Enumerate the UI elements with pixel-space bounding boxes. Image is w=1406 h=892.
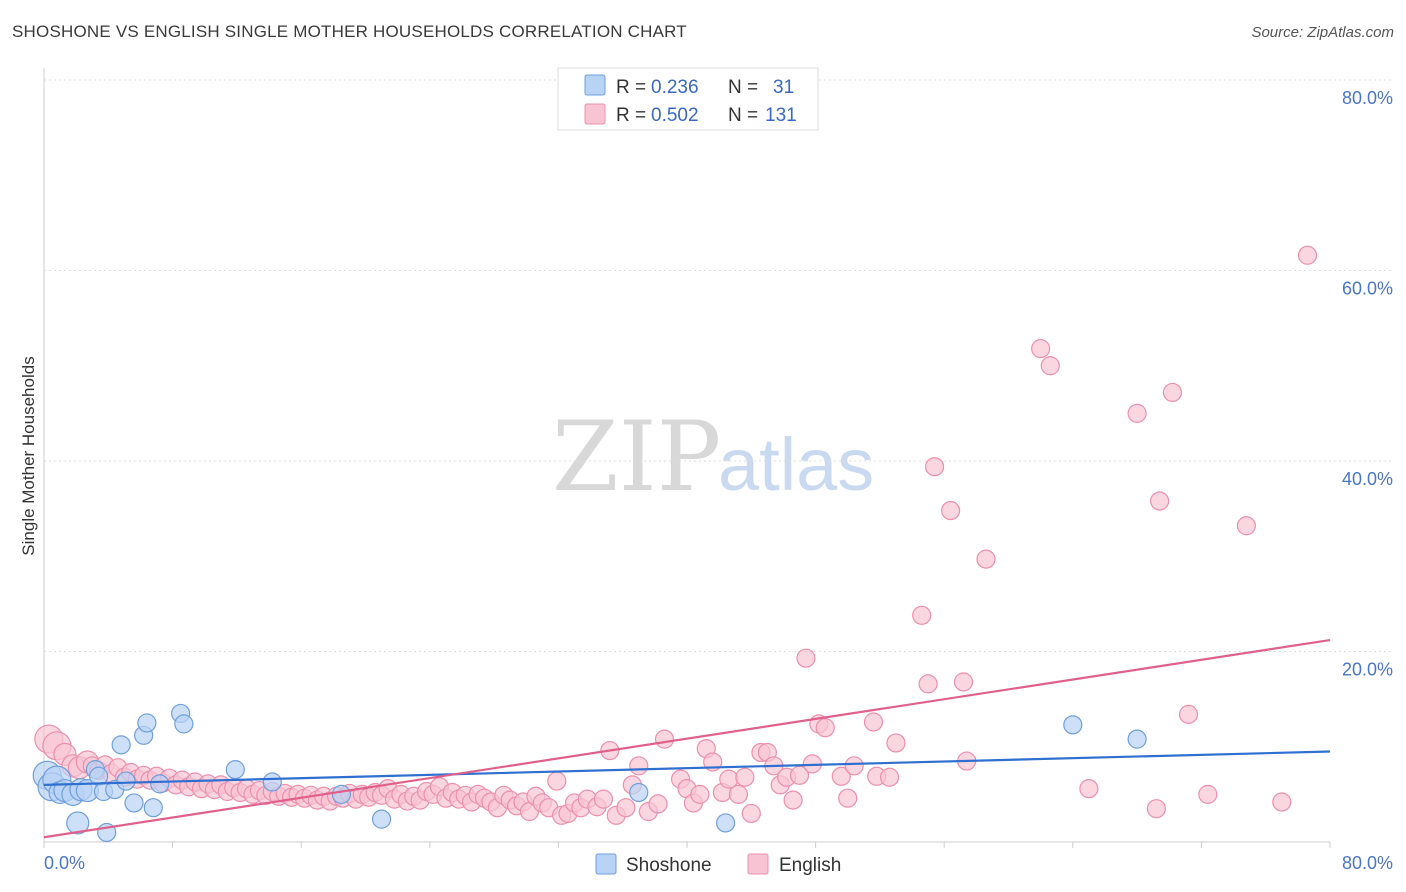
english-point <box>648 794 668 814</box>
english-point <box>831 766 851 786</box>
english-point <box>1079 779 1099 799</box>
english-series <box>34 245 1318 825</box>
shoshone-point <box>262 772 282 792</box>
english-point <box>783 790 803 810</box>
legend-swatch-english <box>584 103 606 125</box>
english-trendline <box>43 638 1331 839</box>
english-point <box>918 674 938 694</box>
english-point <box>1150 491 1170 511</box>
shoshone-point <box>331 784 351 804</box>
x-tick-label-max: 80.0% <box>1342 853 1393 873</box>
trendlines <box>43 638 1331 839</box>
legend-swatch-shoshone <box>584 74 606 96</box>
english-point <box>1162 382 1183 403</box>
english-point <box>844 756 864 776</box>
chart-source: Source: ZipAtlas.com <box>1251 24 1394 41</box>
english-point <box>593 789 614 809</box>
english-point <box>953 672 974 692</box>
english-point <box>1198 784 1218 804</box>
legend-n-value-shoshone: 31 <box>773 77 794 98</box>
english-point <box>863 712 884 732</box>
shoshone-point <box>715 813 736 833</box>
legend-r-value-shoshone: 0.236 <box>651 77 699 98</box>
shoshone-point <box>150 774 170 794</box>
legend-r-label-shoshone: R = <box>616 77 646 98</box>
english-point <box>1272 792 1292 812</box>
grid <box>44 79 1392 652</box>
shoshone-point <box>225 760 245 780</box>
english-point <box>941 500 961 521</box>
english-point <box>1031 339 1051 359</box>
bottom-legend-label-shoshone: Shoshone <box>626 855 712 876</box>
stats-legend: R = 0.236 N = 31 R = 0.502 N = 131 <box>557 67 819 131</box>
series-legend: Shoshone English <box>595 853 841 876</box>
legend-r-value-english: 0.502 <box>651 105 699 126</box>
shoshone-point <box>124 793 144 813</box>
english-point <box>976 549 996 569</box>
english-point <box>815 718 835 738</box>
english-point <box>547 771 567 791</box>
shoshone-point <box>116 771 136 791</box>
english-point <box>1127 403 1147 423</box>
legend-n-label-english: N = <box>728 105 758 126</box>
shoshone-point <box>111 735 131 755</box>
y-ticks: 20.0% 40.0% 60.0% 80.0% <box>1342 88 1393 680</box>
shoshone-point <box>137 713 157 733</box>
x-tick-label-min: 0.0% <box>44 853 85 873</box>
english-point <box>728 784 749 804</box>
english-point <box>1146 799 1166 819</box>
english-point <box>886 733 906 753</box>
shoshone-point <box>174 714 194 734</box>
shoshone-point <box>143 798 163 818</box>
english-point <box>1236 516 1257 536</box>
y-tick-label: 40.0% <box>1342 469 1393 489</box>
shoshone-point <box>66 811 90 835</box>
y-axis-label: Single Mother Households <box>19 356 38 555</box>
y-tick-label: 60.0% <box>1342 279 1393 299</box>
legend-n-value-english: 131 <box>765 105 797 126</box>
x-ticks: 0.0% 80.0% <box>43 842 1393 873</box>
english-point <box>912 605 932 625</box>
legend-r-label-english: R = <box>616 105 646 126</box>
watermark-zip: ZIP <box>552 401 721 513</box>
bottom-legend-swatch-english <box>747 853 769 875</box>
english-point <box>796 648 816 668</box>
y-tick-label: 20.0% <box>1342 660 1393 680</box>
bottom-legend-swatch-shoshone <box>595 853 617 875</box>
english-point <box>879 767 900 787</box>
english-point <box>924 457 945 477</box>
english-point <box>838 788 858 808</box>
watermark: ZIP atlas <box>552 401 874 513</box>
english-point <box>741 803 761 824</box>
chart-title: SHOSHONE VS ENGLISH SINGLE MOTHER HOUSEH… <box>12 22 687 41</box>
shoshone-point <box>1063 715 1083 735</box>
english-point <box>690 784 710 804</box>
english-point <box>1178 704 1199 724</box>
bottom-legend-label-english: English <box>779 855 841 876</box>
shoshone-point <box>371 809 392 829</box>
y-tick-label: 80.0% <box>1342 88 1393 108</box>
shoshone-series <box>32 703 1147 843</box>
english-point <box>1297 245 1318 265</box>
english-point <box>616 798 636 818</box>
english-point <box>654 729 675 749</box>
shoshone-point <box>629 782 649 803</box>
shoshone-point <box>1127 729 1147 749</box>
english-point <box>629 756 649 776</box>
legend-n-label-shoshone: N = <box>728 77 758 98</box>
watermark-atlas: atlas <box>718 423 874 506</box>
english-point <box>735 767 755 787</box>
shoshone-trendline <box>43 750 1331 786</box>
english-point <box>1040 356 1060 376</box>
